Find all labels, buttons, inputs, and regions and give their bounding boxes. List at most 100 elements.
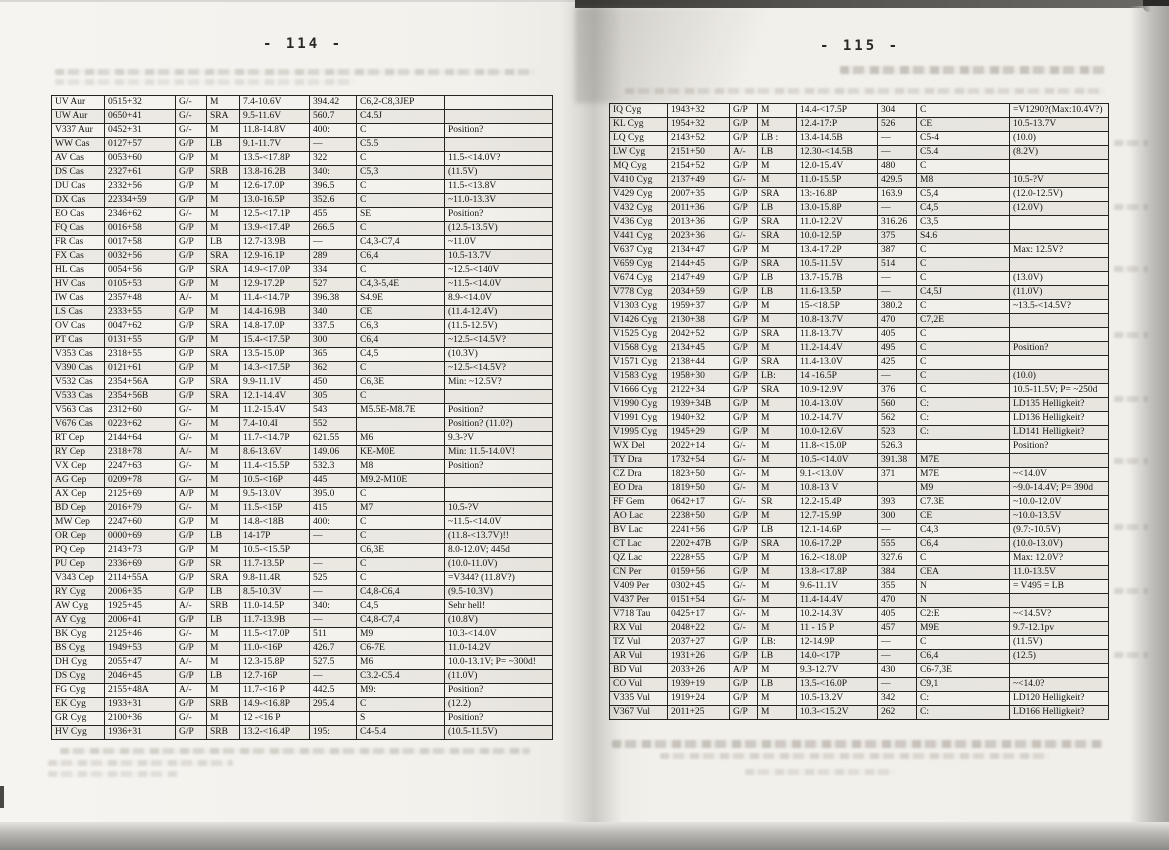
table-cell: LB — [206, 137, 240, 152]
table-cell: 2318+55 — [104, 347, 176, 362]
table-cell: 13.5-<16.0P — [796, 677, 878, 692]
table-cell: M — [757, 621, 797, 636]
table-row: V441 Cyg 2023+36 G/- SRA 10.0-12.5P 375 S4.6 — [609, 229, 1109, 244]
table-cell: 266.5 — [309, 221, 357, 236]
table-cell: V718 Tau — [609, 607, 668, 622]
table-row: HL Cas 0054+56 G/P SRA 14.9-<17.0P 334 C ~12.5-… — [51, 263, 553, 278]
table-cell: 12 -<16 P — [239, 711, 310, 726]
table-cell: G/P — [175, 277, 207, 292]
table-cell: M — [206, 333, 240, 348]
table-cell: 1936+31 — [104, 725, 176, 740]
table-cell — [1009, 327, 1109, 342]
table-cell: M — [757, 439, 797, 454]
table-cell: AO Lac — [609, 509, 668, 524]
table-cell: M — [206, 515, 240, 530]
table-cell: 2046+45 — [104, 669, 176, 684]
table-cell: 355 — [877, 579, 917, 594]
table-row: IQ Cyg 1943+32 G/P M 14.4-<17.5P 304 C =V1290?(… — [609, 103, 1109, 118]
table-cell: LW Cyg — [609, 145, 668, 160]
bleed-through-text — [1114, 652, 1148, 658]
table-cell: V1995 Cyg — [609, 425, 668, 440]
table-cell: 10.5-<14.0V — [796, 453, 878, 468]
table-cell — [444, 109, 553, 124]
table-cell: G/- — [175, 431, 207, 446]
table-cell: V533 Cas — [51, 389, 105, 404]
table-cell: G/P — [729, 425, 758, 440]
table-cell: V637 Cyg — [609, 243, 668, 258]
table-cell: MW Cep — [51, 515, 105, 530]
table-cell: M — [206, 459, 240, 474]
table-cell: 2006+35 — [104, 585, 176, 600]
table-cell: 1933+31 — [104, 697, 176, 712]
table-cell: A/- — [175, 291, 207, 306]
table-cell: V1583 Cyg — [609, 369, 668, 384]
table-cell: 300 — [877, 509, 917, 524]
table-cell: 11.7-13.5P — [239, 557, 310, 572]
table-cell: A/- — [729, 145, 758, 160]
table-cell: 12.1-14.4V — [239, 389, 310, 404]
table-cell — [1009, 229, 1109, 244]
table-cell: (12.0-12.5V) — [1009, 187, 1109, 202]
table-cell: 511 — [309, 627, 357, 642]
table-cell: 430 — [877, 663, 917, 678]
table-cell: C6-7,3E — [916, 663, 1010, 678]
table-row: V409 Per 0302+45 G/- M 9.6-11.1V 355 N = V495 =… — [609, 579, 1109, 594]
table-cell: C6,4 — [356, 333, 445, 348]
table-cell: 342 — [877, 691, 917, 706]
bleed-through-text — [48, 771, 178, 777]
table-cell: 11.2-14.4V — [796, 341, 878, 356]
table-cell: 2333+55 — [104, 305, 176, 320]
table-cell: M — [206, 151, 240, 166]
table-row: V637 Cyg 2134+47 G/P M 13.4-17.2P 387 C Max: 12… — [609, 243, 1109, 258]
table-cell: C — [916, 551, 1010, 566]
table-cell: 149.06 — [309, 445, 357, 460]
table-cell: 555 — [877, 537, 917, 552]
table-cell: (11.0V) — [444, 669, 553, 684]
table-cell: (11.5-12.5V) — [444, 319, 553, 334]
table-cell: C5,3 — [356, 165, 445, 180]
table-cell: V432 Cyg — [609, 201, 668, 216]
table-cell: 10.5-<16P — [239, 473, 310, 488]
table-cell: 11.4-<14.7P — [239, 291, 310, 306]
table-cell: G/- — [175, 207, 207, 222]
table-cell: G/P — [729, 677, 758, 692]
table-cell: 10.5-11.5V — [796, 257, 878, 272]
table-cell: EK Cyg — [51, 697, 105, 712]
table-cell: DS Cyg — [51, 669, 105, 684]
table-cell: (10.0) — [1009, 369, 1109, 384]
table-cell: 14.9-<17.0P — [239, 263, 310, 278]
table-cell — [309, 543, 357, 558]
table-cell: 400: — [309, 515, 357, 530]
table-cell: 0053+60 — [104, 151, 176, 166]
table-cell: M9.2-M10E — [356, 473, 445, 488]
page-number-114: - 114 - — [263, 36, 344, 52]
scan-top-edge — [575, 0, 1169, 8]
table-row: MQ Cyg 2154+52 G/P M 12.0-15.4V 480 C — [609, 159, 1109, 174]
table-cell: M6 — [356, 655, 445, 670]
table-cell: G/P — [175, 725, 207, 740]
table-cell: V1525 Cyg — [609, 327, 668, 342]
table-cell — [1009, 313, 1109, 328]
table-row: V1568 Cyg 2134+45 G/P M 11.2-14.4V 495 C Positi… — [609, 341, 1109, 356]
table-cell: 11.4-<15.5P — [239, 459, 310, 474]
table-cell: 2241+56 — [667, 523, 730, 538]
table-cell: M — [757, 397, 797, 412]
scan-top-hairline — [0, 0, 584, 2]
table-cell: 14.8-<18B — [239, 515, 310, 530]
table-cell: C — [356, 361, 445, 376]
table-cell: G/- — [175, 123, 207, 138]
table-cell: 11.0-14.5P — [239, 599, 310, 614]
table-cell: QZ Lac — [609, 551, 668, 566]
table-cell: 316.26 — [877, 215, 917, 230]
table-cell: 552 — [309, 417, 357, 432]
table-cell: SRA — [757, 187, 797, 202]
table-cell: 12.9-16.1P — [239, 249, 310, 264]
table-cell: AY Cyg — [51, 613, 105, 628]
table-row: KL Cyg 1954+32 G/P M 12.4-17:P 526 CE 10.5-13.7… — [609, 117, 1109, 132]
table-cell: 2022+14 — [667, 439, 730, 454]
table-cell: 13.5-<17.8P — [239, 151, 310, 166]
table-cell: 11.4-13.0V — [796, 355, 878, 370]
table-cell: 10.5-13.2V — [796, 691, 878, 706]
table-row: V337 Aur 0452+31 G/- M 11.8-14.8V 400: C Positi… — [51, 123, 553, 138]
table-cell: C — [916, 159, 1010, 174]
